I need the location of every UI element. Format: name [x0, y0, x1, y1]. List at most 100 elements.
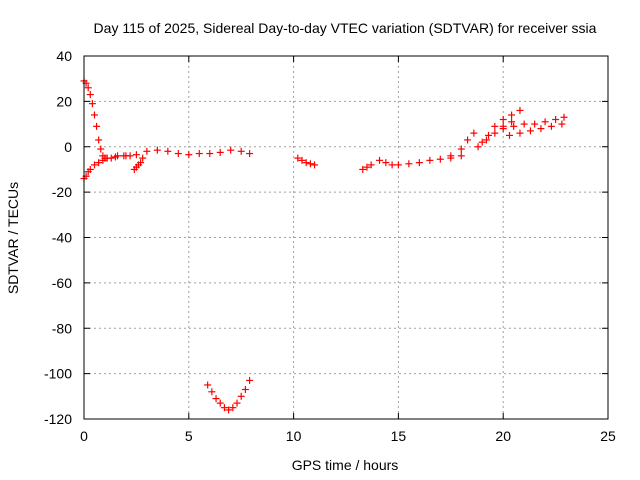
- x-tick-label: 5: [185, 428, 193, 444]
- y-tick-label: -120: [44, 411, 72, 427]
- data-point: [122, 152, 130, 160]
- y-tick-label: 40: [56, 48, 72, 64]
- data-point: [464, 136, 472, 144]
- data-point: [241, 386, 249, 394]
- data-point: [470, 129, 478, 137]
- data-point: [499, 122, 507, 130]
- data-point: [405, 160, 413, 168]
- data-point: [478, 138, 486, 146]
- data-point: [376, 156, 384, 164]
- data-point: [520, 120, 528, 128]
- data-point: [107, 154, 115, 162]
- data-point: [111, 153, 119, 161]
- data-point: [367, 161, 375, 169]
- series-11: [505, 120, 566, 139]
- series-12: [474, 118, 516, 151]
- data-point: [229, 404, 237, 412]
- data-point: [306, 160, 314, 168]
- data-point: [541, 118, 549, 126]
- data-point: [505, 131, 513, 139]
- x-tick-label: 25: [600, 428, 616, 444]
- x-tick-labels: 0 5 10 15 20 25: [80, 428, 616, 444]
- y-tick-label: -20: [52, 184, 72, 200]
- x-tick-label: 15: [391, 428, 407, 444]
- data-point: [246, 150, 254, 158]
- data-point: [143, 147, 151, 155]
- data-point: [510, 122, 518, 130]
- data-point: [516, 106, 524, 114]
- data-point: [95, 159, 103, 167]
- data-point: [132, 151, 140, 159]
- data-point: [311, 161, 319, 169]
- data-point: [227, 146, 235, 154]
- series-1: [80, 77, 111, 162]
- data-point: [485, 131, 493, 139]
- y-tick-label: -80: [52, 320, 72, 336]
- data-point: [482, 136, 490, 144]
- series-5: [204, 376, 254, 414]
- data-point: [237, 392, 245, 400]
- data-point: [508, 118, 516, 126]
- data-points: [80, 77, 568, 414]
- data-point: [547, 122, 555, 130]
- data-point: [93, 122, 101, 130]
- data-point: [537, 125, 545, 133]
- data-point: [86, 165, 94, 173]
- data-point: [225, 406, 233, 414]
- series-8: [376, 152, 465, 169]
- data-point: [294, 154, 302, 162]
- data-point: [90, 161, 98, 169]
- data-point: [237, 147, 245, 155]
- data-point: [139, 154, 147, 162]
- data-point: [97, 145, 105, 153]
- data-point: [195, 150, 203, 158]
- data-point: [246, 376, 254, 384]
- data-point: [216, 148, 224, 156]
- y-axis-title: SDTVAR / TECUs: [5, 182, 21, 294]
- data-point: [359, 165, 367, 173]
- data-point: [174, 150, 182, 158]
- data-point: [208, 388, 216, 396]
- data-point: [137, 159, 145, 167]
- data-point: [447, 152, 455, 160]
- y-tick-label: 20: [56, 93, 72, 109]
- data-point: [164, 147, 172, 155]
- data-point: [388, 161, 396, 169]
- series-10: [499, 113, 568, 133]
- data-point: [185, 151, 193, 159]
- data-point: [220, 404, 228, 412]
- data-point: [86, 91, 94, 99]
- data-point: [363, 163, 371, 171]
- data-point: [233, 399, 241, 407]
- data-point: [526, 127, 534, 135]
- data-point: [436, 155, 444, 163]
- data-point: [101, 154, 109, 162]
- data-point: [508, 111, 516, 119]
- series-4: [130, 154, 147, 173]
- data-point: [394, 161, 402, 169]
- y-tick-labels: -120 -100 -80 -60 -40 -20 0 20 40: [44, 48, 72, 427]
- data-point: [415, 159, 423, 167]
- data-point: [95, 136, 103, 144]
- series-9: [447, 106, 524, 160]
- data-point: [90, 111, 98, 119]
- data-point: [298, 156, 306, 164]
- data-point: [153, 146, 161, 154]
- data-point: [516, 129, 524, 137]
- data-point: [531, 120, 539, 128]
- data-point: [382, 159, 390, 167]
- data-point: [206, 150, 214, 158]
- data-point: [491, 129, 499, 137]
- data-point: [457, 145, 465, 153]
- data-point: [474, 143, 482, 151]
- x-tick-label: 10: [286, 428, 302, 444]
- chart-title: Day 115 of 2025, Sidereal Day-to-day VTE…: [94, 20, 597, 36]
- data-point: [84, 84, 92, 92]
- grid: [84, 56, 608, 419]
- data-point: [558, 120, 566, 128]
- y-tick-label: 0: [64, 139, 72, 155]
- series-7: [359, 161, 375, 173]
- data-point: [212, 395, 220, 403]
- data-point: [552, 116, 560, 124]
